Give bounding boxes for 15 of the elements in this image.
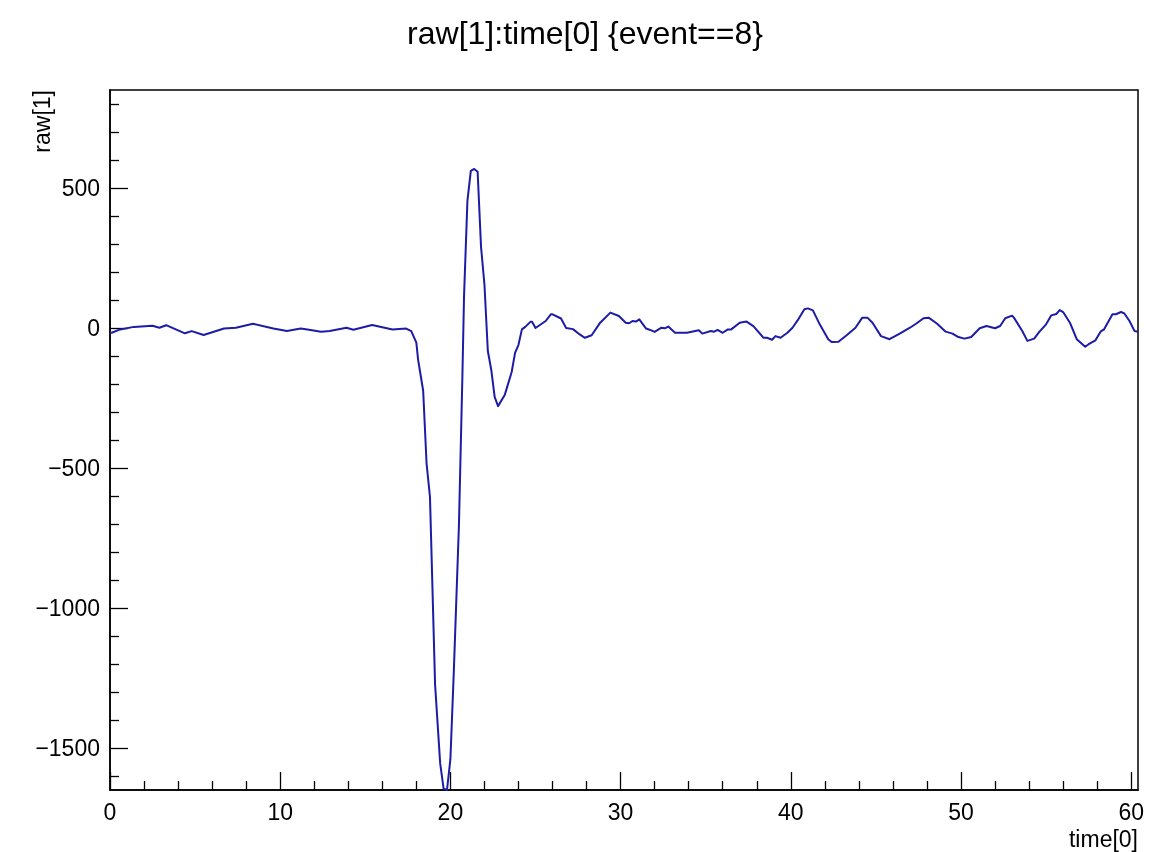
- x-tick-label: 20: [437, 798, 464, 825]
- x-tick-label: 10: [267, 798, 293, 825]
- y-tick-label: −1500: [35, 735, 100, 761]
- y-tick-label: 500: [61, 175, 100, 201]
- x-tick-label: 50: [948, 798, 974, 825]
- y-tick-label: 0: [87, 315, 100, 341]
- x-tick-label: 40: [778, 798, 804, 825]
- y-tick-label: −500: [48, 455, 100, 481]
- x-tick-label: 60: [1118, 798, 1144, 825]
- y-axis-title: raw[1]: [28, 90, 55, 153]
- x-axis-title: time[0]: [1068, 825, 1139, 852]
- x-tick-label: 30: [607, 798, 634, 825]
- y-tick-label: −1000: [35, 595, 100, 621]
- chart-title: raw[1]:time[0] {event==8}: [407, 15, 764, 51]
- x-tick-label: 0: [103, 798, 117, 825]
